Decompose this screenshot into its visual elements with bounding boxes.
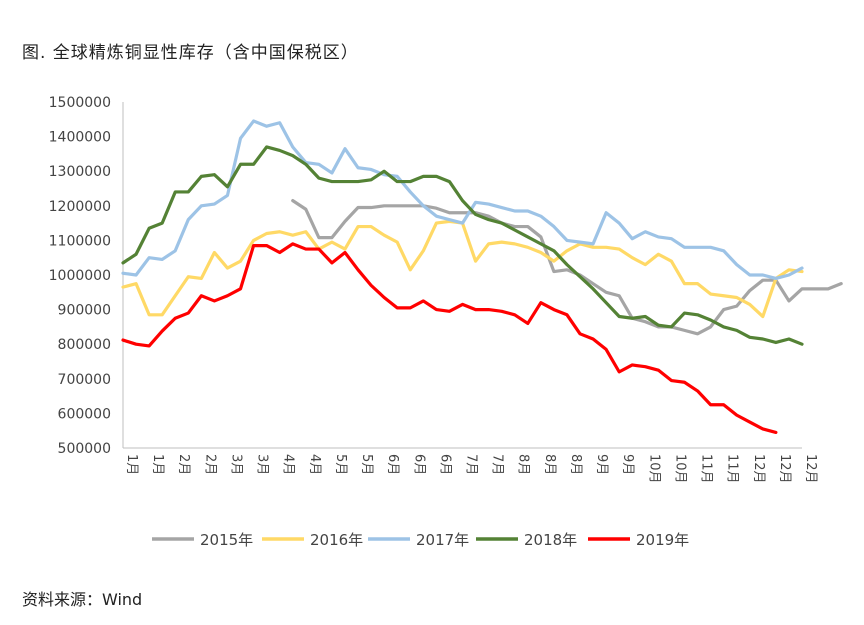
series-line-1 [121,219,804,319]
x-tick-label: 11月 [725,454,740,484]
x-tick-label: 4月 [281,454,296,475]
series-line-3 [121,145,804,346]
legend-label: 2019年 [636,531,689,549]
source-note: 资料来源：Wind [22,590,143,609]
chart-title: 图. 全球精炼铜显性库存（含中国保税区） [22,43,359,63]
x-tick-label: 10月 [672,454,687,484]
series-line-4 [121,242,778,435]
x-tick-label: 6月 [411,454,426,475]
y-tick-label: 1500000 [49,95,111,111]
x-tick-label: 5月 [359,454,374,475]
x-tick-label: 7月 [490,454,505,475]
legend-label: 2018年 [524,531,577,549]
y-tick-label: 1100000 [49,233,111,249]
y-tick-label: 500000 [58,441,111,457]
x-tick-label: 2月 [202,454,217,475]
legend-label: 2016年 [310,531,363,549]
series-line-0 [291,199,843,336]
y-tick-label: 900000 [58,303,111,319]
x-tick-label: 12月 [751,454,766,484]
legend-label: 2017年 [416,531,469,549]
y-tick-label: 1400000 [49,130,111,146]
x-tick-label: 1月 [124,454,139,475]
y-tick-label: 1200000 [49,199,111,215]
y-axis: 500000 600000 700000 800000 900000 1000000 110… [49,95,124,457]
y-tick-label: 700000 [58,372,111,388]
legend-label: 2015年 [200,531,253,549]
y-tick-label: 1000000 [49,268,111,284]
x-tick-label: 12月 [803,454,818,484]
y-tick-label: 800000 [58,337,111,353]
x-tick-label: 8月 [542,454,557,475]
x-tick-label: 1月 [150,454,165,475]
x-tick-label: 3月 [228,454,243,475]
x-tick-label: 11月 [699,454,714,484]
x-tick-label: 12月 [777,454,792,484]
x-tick-label: 9月 [594,454,609,475]
series-line-2 [121,119,804,281]
x-tick-label: 8月 [516,454,531,475]
x-tick-label: 6月 [437,454,452,475]
x-tick-label: 7月 [464,454,479,475]
x-tick-label: 2月 [176,454,191,475]
series-group [121,119,843,435]
y-tick-label: 600000 [58,406,111,422]
x-tick-label: 5月 [333,454,348,475]
x-axis: 1月 1月 2月 2月 3月 3月 4月 4月 5月 5月 6月 6月 6月 7月 7月 8月 8月 8月 9月 9月… [123,447,818,484]
x-tick-label: 3月 [255,454,270,475]
x-tick-label: 6月 [385,454,400,475]
x-tick-label: 4月 [307,454,322,475]
x-tick-label: 8月 [568,454,583,475]
legend: 2015年 2016年 2017年 2018年 2019年 [152,531,689,549]
x-tick-label: 10月 [646,454,661,484]
x-tick-label: 9月 [620,454,635,475]
y-tick-label: 1300000 [49,164,111,180]
